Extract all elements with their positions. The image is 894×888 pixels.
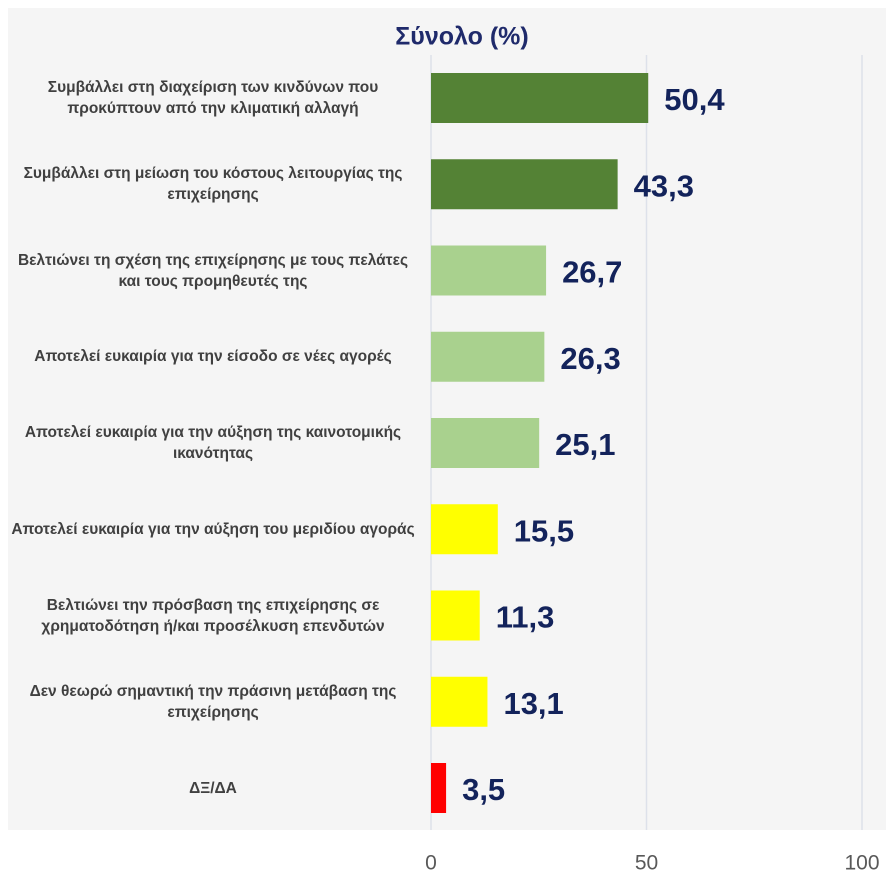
category-label: Βελτιώνει τη σχέση της επιχείρησης με το… xyxy=(17,251,409,290)
x-tick-label: 100 xyxy=(844,852,879,875)
bar xyxy=(431,418,540,468)
bar xyxy=(431,590,480,641)
category-label: Αποτελεί ευκαιρία για την αύξηση του μερ… xyxy=(11,520,415,538)
bar xyxy=(431,504,498,555)
category-label: Συμβάλλει στη διαχείριση των κινδύνων πο… xyxy=(47,79,379,117)
chart-title: Σύνολο (%) xyxy=(395,23,528,51)
x-tick-label: 50 xyxy=(635,852,658,875)
value-label: 50,4 xyxy=(664,82,725,117)
category-label: Δεν θεωρώ σημαντική την πράσινη μετάβαση… xyxy=(29,682,397,721)
value-label: 13,1 xyxy=(503,686,563,721)
value-label: 26,3 xyxy=(560,341,620,376)
category-label: Συμβάλλει στη μείωση του κόστους λειτουρ… xyxy=(23,165,403,204)
bar xyxy=(431,245,547,296)
bar xyxy=(431,676,488,727)
value-label: 26,7 xyxy=(562,255,622,290)
value-label: 3,5 xyxy=(462,772,505,807)
value-label: 15,5 xyxy=(514,513,574,548)
bar xyxy=(431,331,545,382)
value-label: 11,3 xyxy=(496,600,555,635)
category-label: Αποτελεί ευκαιρία για την αύξηση της και… xyxy=(24,424,402,462)
bar xyxy=(431,763,447,813)
category-label: Αποτελεί ευκαιρία για την είσοδο σε νέες… xyxy=(34,348,392,366)
value-label: 25,1 xyxy=(555,427,615,462)
x-tick-label: 0 xyxy=(425,852,437,875)
category-label: ΔΞ/ΔΑ xyxy=(189,779,237,797)
value-label: 43,3 xyxy=(634,168,694,203)
category-label: Βελτιώνει την πρόσβαση της επιχείρησης σ… xyxy=(41,596,385,635)
bar xyxy=(431,73,649,123)
bar xyxy=(431,159,618,210)
